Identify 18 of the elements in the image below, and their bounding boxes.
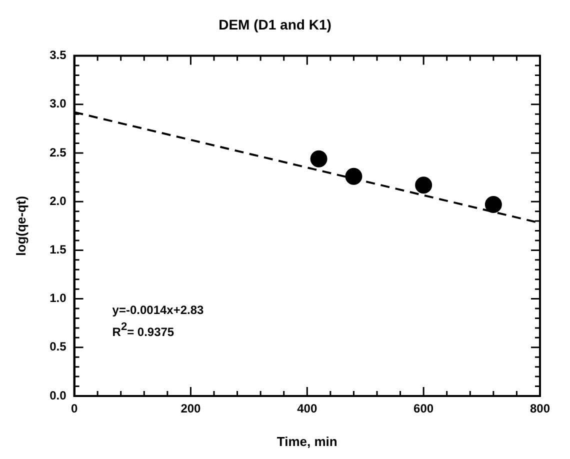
- annotation: y=-0.0014x+2.83: [112, 302, 204, 317]
- x-tick-label: 800: [530, 402, 550, 416]
- x-tick-label: 400: [297, 402, 318, 416]
- y-tick-label: 3.0: [50, 96, 67, 111]
- chart-title: DEM (D1 and K1): [218, 16, 332, 32]
- y-tick-label: 1.0: [50, 291, 67, 306]
- y-tick-label: 0.0: [50, 388, 67, 402]
- annotation: R2= 0.9375: [112, 320, 174, 339]
- y-tick-label: 0.5: [50, 340, 67, 354]
- y-tick-label: 2.0: [50, 194, 67, 208]
- x-tick-label: 600: [414, 402, 434, 416]
- x-tick-label: 0: [70, 402, 78, 416]
- x-axis-title: Time, min: [276, 434, 338, 449]
- y-axis-title: log(qe-qt): [13, 196, 28, 256]
- y-tick-label: 1.5: [50, 242, 67, 257]
- x-tick-label: 200: [180, 402, 202, 416]
- y-tick-label: 3.5: [50, 48, 67, 62]
- y-tick-label: 2.5: [50, 145, 67, 160]
